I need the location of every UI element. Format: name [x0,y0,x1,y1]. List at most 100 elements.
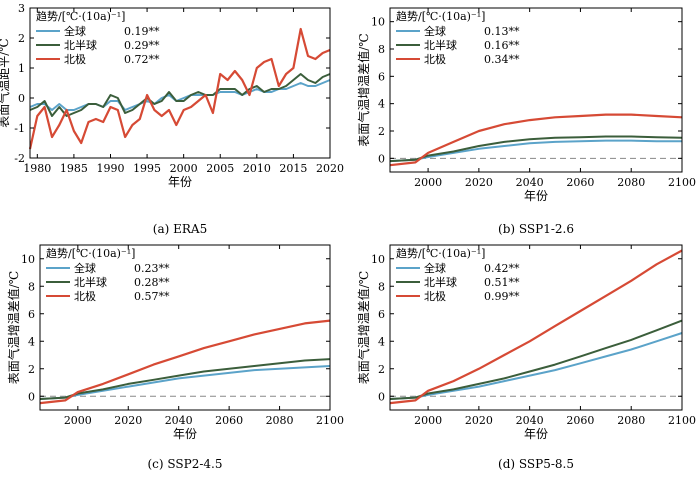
legend-label: 北极 [424,52,446,66]
y-axis-title: 表面气温增温差值/℃ [356,271,371,384]
x-tick-label: 2080 [617,176,645,189]
series-line-global [389,139,682,163]
y-tick-label: 4 [378,335,385,348]
legend-trend-value: 0.29** [124,39,160,52]
x-tick-label: 1995 [133,162,161,175]
y-tick-label: 3 [18,2,25,15]
x-tick-label: 2060 [215,414,243,427]
y-tick-label: 0 [28,390,35,403]
x-tick-label: 2005 [206,162,234,175]
y-tick-label: 0 [378,152,385,165]
y-tick-label: 0 [18,92,25,105]
legend-label: 北极 [64,52,86,66]
y-tick-label: 10 [21,253,35,266]
legend-title: 趋势/[℃·(10a)⁻¹] [396,247,485,260]
legend-label: 全球 [74,261,96,275]
panel-caption: (a) ERA5 [153,222,207,236]
y-tick-label: 6 [28,308,35,321]
legend-trend-value: 0.28** [134,276,170,289]
y-tick-label: 8 [378,43,385,56]
legend-title: 趋势/[℃·(10a)⁻¹] [36,10,125,23]
x-tick-label: 1985 [60,162,88,175]
x-axis-title: 年份 [168,175,192,189]
legend-label: 全球 [424,261,446,275]
legend-label: 北半球 [424,275,457,289]
chart-panel-c: 2000 2020 2040 2060 2080 2100 0 2 4 6 8 10 年份 表面气温增温差… [6,244,344,471]
y-tick-label: 0 [378,390,385,403]
y-tick-label: 6 [378,308,385,321]
x-tick-label: 2060 [566,414,594,427]
x-tick-label: 2020 [316,162,344,175]
legend-trend-value: 0.16** [484,39,520,52]
axes-frame [389,244,683,411]
chart-panel-a: 1980 1985 1990 1995 2000 2005 2010 2015 2020 -2 -1… [0,2,344,236]
chart-panel-d: 2000 2020 2040 2060 2080 2100 0 2 4 6 8 10 年份 表面气温增温差… [356,244,696,471]
x-tick-label: 2060 [566,176,594,189]
x-tick-label: 1990 [96,162,124,175]
y-tick-label: 2 [378,363,385,376]
series-line-global [389,332,683,400]
y-axis-title: 表面气温距平/℃ [0,38,11,127]
x-tick-label: 2000 [414,414,442,427]
x-tick-label: 2000 [170,162,198,175]
x-axis-title: 年份 [524,189,548,203]
y-tick-label: 6 [378,70,385,83]
y-tick-label: 1 [18,62,25,75]
x-tick-label: 2100 [316,414,344,427]
y-tick-label: 2 [28,363,35,376]
y-tick-label: 10 [371,16,385,29]
series-line-nh [389,319,683,400]
legend-trend-value: 0.57** [134,290,170,303]
series-line-arctic [389,249,683,405]
y-axis-title: 表面气温增温差值/℃ [6,271,21,384]
y-tick-label: 2 [18,32,25,45]
x-tick-label: 2100 [668,414,696,427]
y-tick-label: 8 [28,280,35,293]
series-line-arctic [28,27,331,150]
series-line-global [39,365,331,400]
y-tick-label: 2 [378,125,385,138]
series-line-arctic [39,319,331,405]
legend-label: 北半球 [64,38,97,52]
x-axis-title: 年份 [524,427,548,441]
legend-trend-value: 0.34** [484,53,520,66]
legend-trend-value: 0.13** [484,25,520,38]
series-line-nh [389,135,683,163]
series-line-global [29,79,331,111]
legend-label: 北半球 [74,275,107,289]
x-tick-label: 2040 [516,176,544,189]
y-tick-label: 10 [371,253,385,266]
panel-caption: (c) SSP2-4.5 [148,457,223,471]
chart-panel-b: 2000 2020 2040 2060 2080 2100 0 2 4 6 8 10 年份 表面气温增温差… [356,7,696,236]
legend-label: 北半球 [424,38,457,52]
legend-label: 北极 [74,289,96,303]
legend-title: 趋势/[℃·(10a)⁻¹] [396,10,485,23]
series-line-nh [39,358,331,400]
axes-frame [29,7,331,159]
x-tick-label: 2020 [465,176,493,189]
x-tick-label: 2020 [465,414,493,427]
x-tick-label: 2000 [64,414,92,427]
x-tick-label: 2040 [516,414,544,427]
legend-label: 全球 [64,24,86,38]
y-tick-label: 8 [378,280,385,293]
x-tick-label: 2080 [266,414,294,427]
y-axis-title: 表面气温增温差值/℃ [356,33,371,146]
x-tick-label: 1980 [23,162,51,175]
legend-label: 全球 [424,24,446,38]
y-tick-label: -1 [14,122,25,135]
x-tick-label: 2080 [617,414,645,427]
legend-trend-value: 0.42** [484,262,520,275]
series-line-nh [29,73,331,117]
panel-caption: (d) SSP5-8.5 [498,457,574,471]
x-tick-label: 2015 [279,162,307,175]
legend-trend-value: 0.99** [484,290,520,303]
x-tick-label: 2000 [414,176,442,189]
x-axis-title: 年份 [173,427,197,441]
legend-trend-value: 0.51** [484,276,520,289]
legend-trend-value: 0.23** [134,262,170,275]
x-tick-label: 2020 [114,414,142,427]
legend-title: 趋势/[℃·(10a)⁻¹] [46,247,135,260]
x-tick-label: 2100 [668,176,696,189]
